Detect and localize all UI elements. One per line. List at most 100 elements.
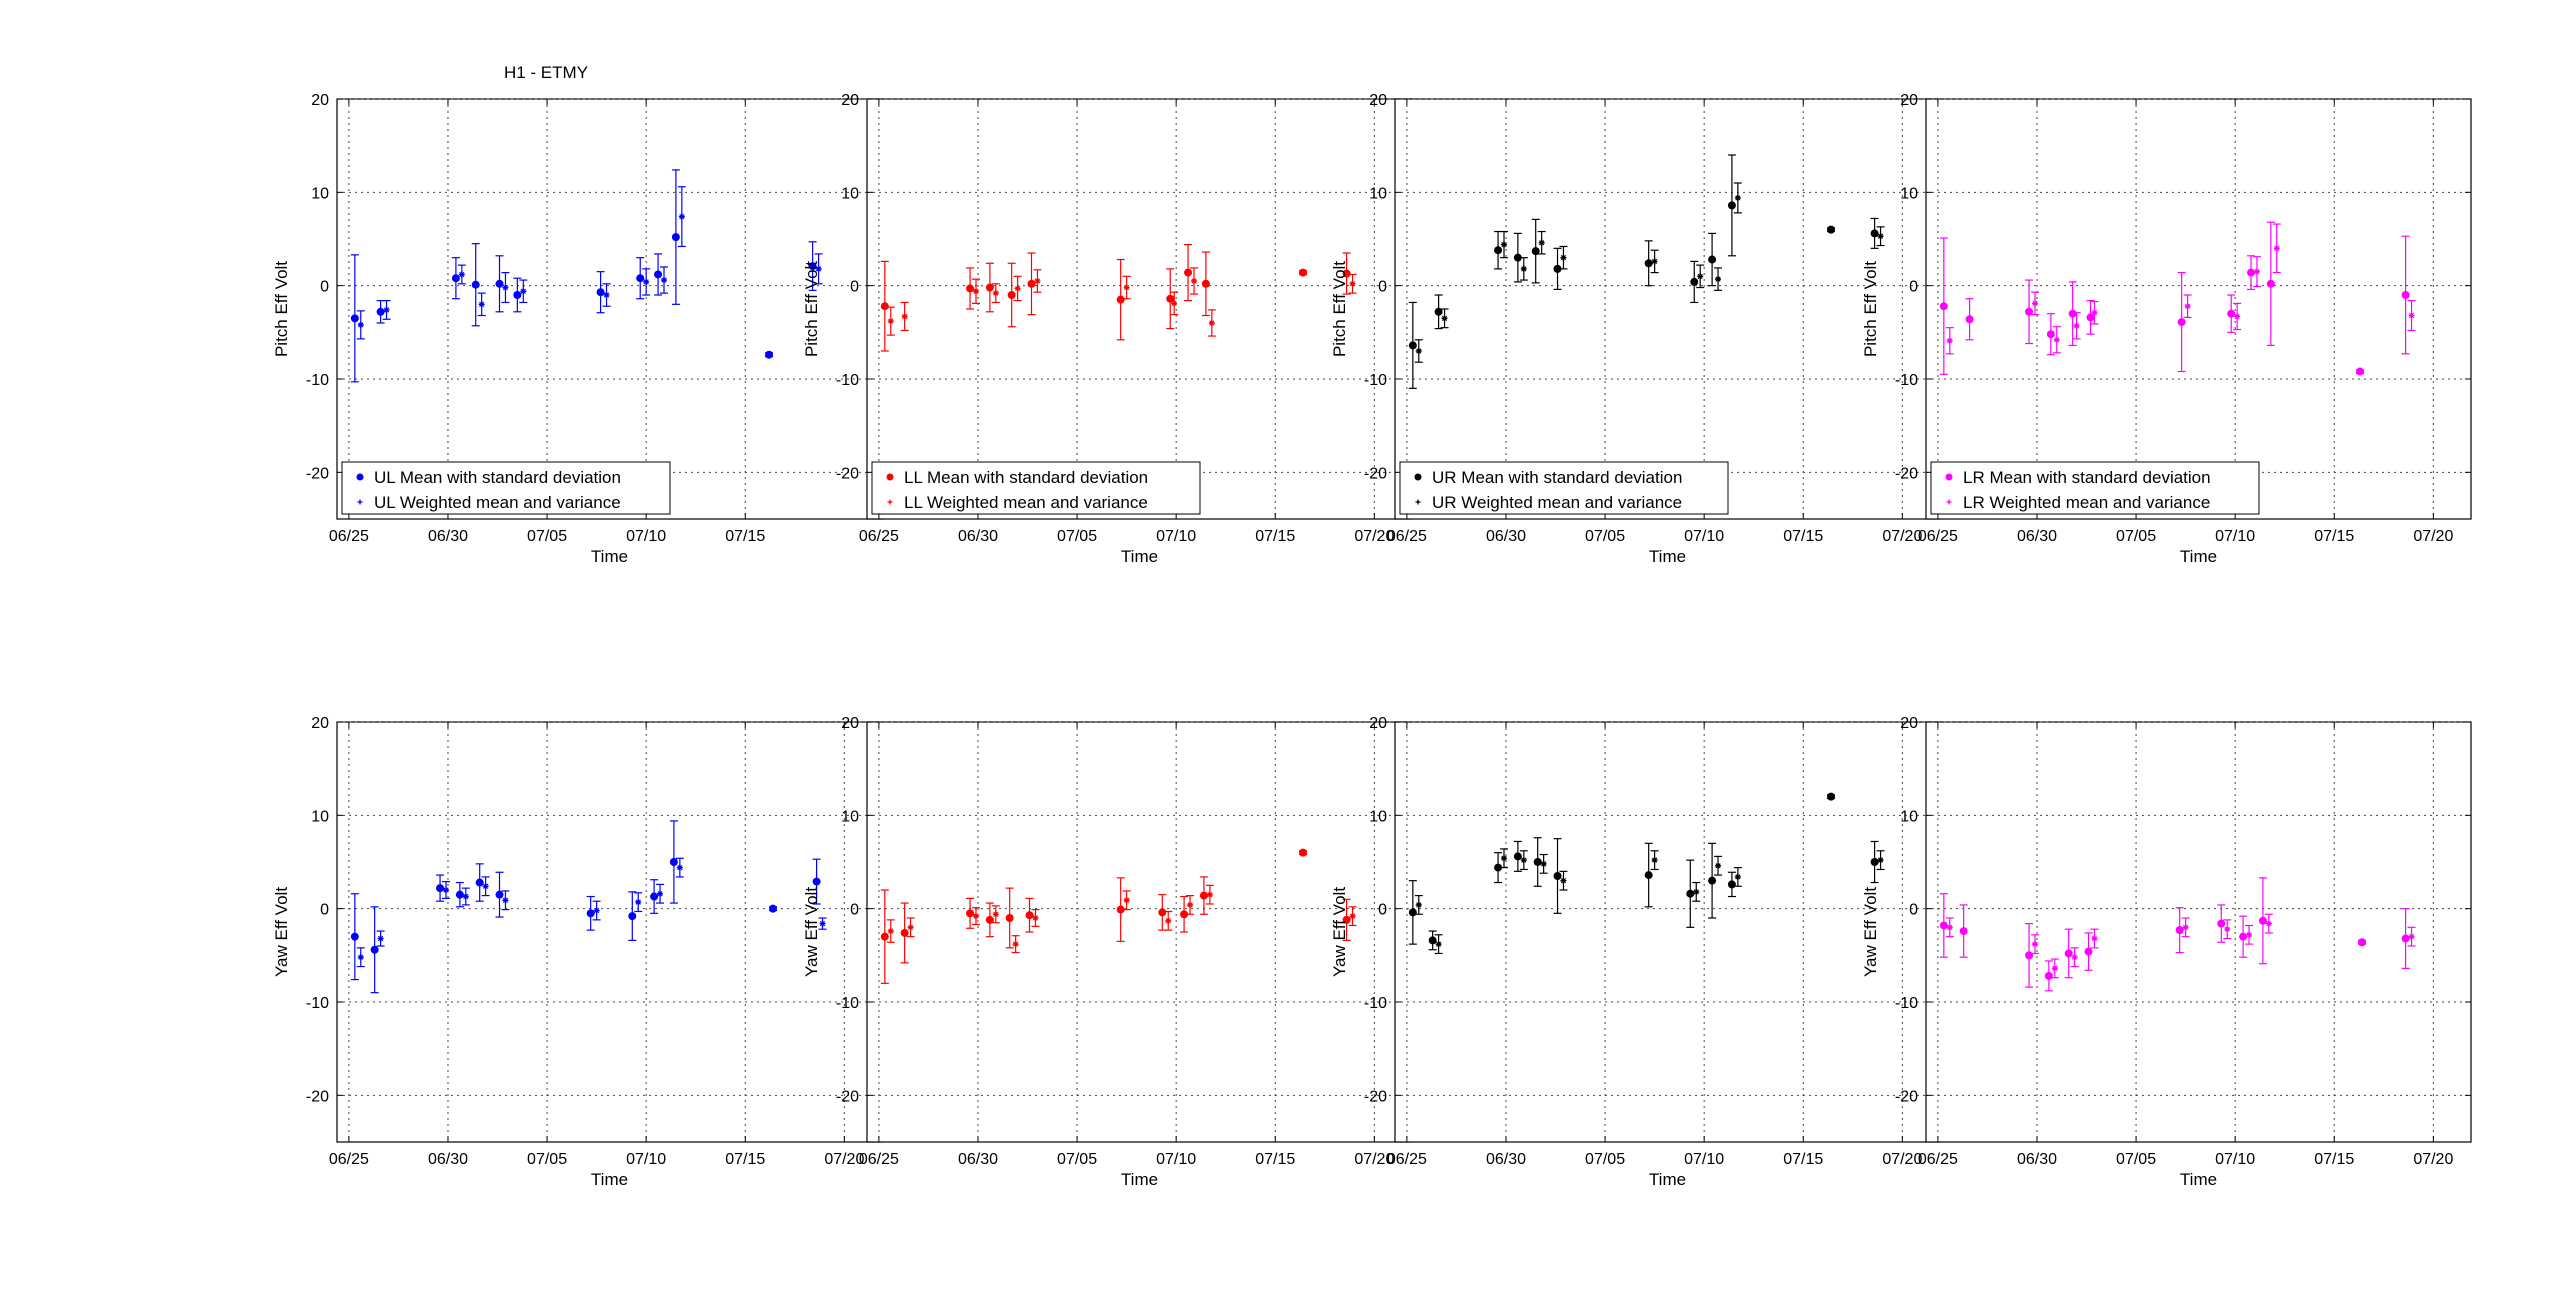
y-tick-label: -20	[306, 465, 329, 482]
data-point	[455, 890, 464, 899]
data-point	[1199, 891, 1208, 900]
x-tick-label: 06/30	[1486, 1151, 1526, 1168]
legend-marker	[1945, 473, 1953, 481]
panel-pitch-ul: -20 -10 0 10 20 06/25 06/30 07/05 07/10 07/15 Time…	[272, 92, 883, 566]
series-weighted-mean	[1414, 182, 1885, 363]
data-point	[1727, 880, 1736, 889]
x-tick-label: 07/05	[1585, 528, 1625, 545]
y-tick-label: -10	[836, 372, 859, 389]
legend-label: LR Mean with standard deviation	[1963, 468, 2211, 487]
x-axis-label: Time	[591, 547, 628, 566]
x-tick-label: 07/15	[2314, 528, 2354, 545]
data-point	[1734, 194, 1741, 201]
data-point	[1708, 876, 1717, 885]
x-tick-label: 07/05	[2116, 528, 2156, 545]
data-point	[1827, 792, 1835, 801]
data-point	[1939, 921, 1948, 930]
series-mean-std	[880, 848, 1351, 984]
data-point	[520, 288, 527, 295]
figure-title: H1 - ETMY	[504, 63, 588, 82]
data-point	[1201, 279, 1210, 288]
data-point	[1494, 863, 1503, 872]
y-tick-label: 20	[1900, 92, 1918, 109]
data-point	[350, 314, 359, 323]
data-point	[2053, 336, 2060, 343]
data-point	[635, 899, 642, 906]
data-point	[1946, 337, 1953, 344]
data-point	[1965, 315, 1974, 324]
y-tick-label: -20	[1895, 465, 1918, 482]
data-point	[1032, 915, 1039, 921]
data-point	[973, 913, 979, 920]
data-point	[1870, 229, 1879, 238]
data-point	[1734, 873, 1741, 880]
data-point	[1494, 246, 1503, 255]
x-axis-label: Time	[1649, 1170, 1686, 1189]
data-point	[1686, 889, 1695, 898]
data-point	[1299, 848, 1307, 857]
y-tick-label: 0	[1378, 279, 1387, 296]
x-tick-label: 06/25	[859, 528, 899, 545]
data-point	[2401, 291, 2410, 299]
data-point	[2265, 920, 2272, 927]
legend-label: UL Mean with standard deviation	[374, 468, 621, 487]
legend-marker	[1415, 499, 1421, 505]
legend-marker	[886, 473, 894, 481]
legend-label: LL Mean with standard deviation	[904, 468, 1148, 487]
legend-label: LL Weighted mean and variance	[904, 493, 1148, 512]
data-point	[2234, 313, 2241, 320]
data-point	[475, 878, 484, 887]
data-point	[1715, 276, 1722, 283]
x-tick-label: 07/20	[1354, 1151, 1394, 1168]
series-weighted-mean	[886, 267, 1357, 337]
data-point	[1342, 915, 1351, 924]
data-point	[2266, 279, 2275, 288]
data-layer	[1408, 154, 1885, 389]
legend-box	[341, 461, 671, 515]
y-tick-label: 10	[311, 808, 329, 825]
data-point	[1349, 280, 1356, 287]
axes-box	[1925, 721, 2472, 1143]
data-point	[451, 274, 460, 283]
data-point	[1027, 279, 1036, 288]
data-point	[2247, 268, 2256, 277]
data-layer	[350, 169, 823, 383]
data-point	[1434, 307, 1443, 316]
data-point	[2046, 330, 2055, 339]
data-point	[1342, 269, 1351, 278]
series-weighted-mean	[1414, 848, 1885, 955]
x-tick-label: 06/30	[1486, 528, 1526, 545]
data-point	[1435, 941, 1442, 948]
data-point	[2091, 309, 2098, 316]
data-point	[2273, 245, 2280, 252]
data-layer	[880, 848, 1357, 984]
data-point	[1877, 233, 1884, 240]
data-point	[2239, 932, 2248, 941]
y-tick-label: -10	[306, 372, 329, 389]
y-axis-label: Yaw Eff Volt	[1861, 887, 1880, 977]
y-tick-label: 0	[850, 902, 859, 919]
data-point	[478, 301, 485, 308]
data-point	[1428, 936, 1437, 945]
x-tick-label: 06/25	[329, 1151, 369, 1168]
panel-yaw-ll: -20 -10 0 10 20 06/25 06/30 07/05 07/10 07/15 07/2…	[802, 715, 1413, 1189]
data-point	[2227, 309, 2236, 318]
x-tick-label: 07/20	[2413, 1151, 2453, 1168]
y-tick-label: 10	[841, 808, 859, 825]
data-point	[1651, 258, 1658, 265]
data-point	[2224, 926, 2231, 933]
data-point	[985, 915, 994, 924]
data-point	[887, 318, 894, 325]
series-mean-std	[1408, 792, 1879, 951]
y-tick-label: -10	[1895, 372, 1918, 389]
data-point	[2032, 941, 2038, 948]
data-point	[502, 284, 509, 291]
y-axis-label: Yaw Eff Volt	[272, 887, 291, 977]
x-axis-label: Time	[1649, 547, 1686, 566]
x-tick-label: 07/10	[626, 528, 666, 545]
x-axis-label: Time	[591, 1170, 628, 1189]
data-point	[2401, 934, 2410, 943]
panel-pitch-ur: -20 -10 0 10 20 06/25 06/30 07/05 07/10 07/15 07/2…	[1330, 92, 1941, 566]
data-point	[1644, 871, 1653, 880]
